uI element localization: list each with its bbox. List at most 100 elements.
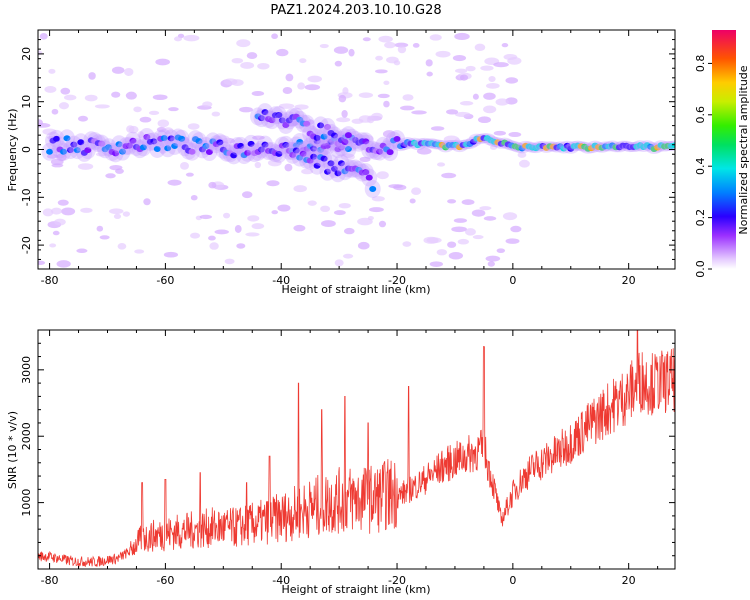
spectrogram-noise-blob (459, 74, 469, 81)
spectrogram-cell (324, 124, 332, 131)
spectrogram-noise-blob (299, 58, 307, 64)
spectrogram-noise-blob (241, 191, 253, 199)
spectrogram-noise-blob (109, 208, 124, 215)
spectrogram-cell (70, 141, 78, 148)
spectrogram-cell (84, 147, 92, 154)
spectrogram-noise-blob (173, 36, 183, 42)
spectrogram-cell (376, 148, 384, 155)
spectrogram-cell (278, 117, 286, 124)
spectrogram-noise-blob (382, 130, 396, 138)
spectrogram-cell (275, 112, 283, 119)
spectrogram-noise-blob (501, 43, 509, 48)
spectrogram-noise-blob (447, 199, 457, 204)
spectrogram-noise-blob (336, 117, 351, 123)
spectrogram-noise-blob (148, 110, 160, 116)
spectrogram-noise-blob (454, 111, 471, 118)
spectrogram-noise-blob (366, 115, 375, 124)
spectrogram-noise-blob (46, 154, 59, 159)
spectrogram-noise-blob (426, 71, 433, 77)
spectrogram-noise-blob (239, 106, 253, 113)
spectrogram-cell (334, 170, 342, 177)
spectrogram-noise-blob (99, 235, 110, 240)
spectrogram-cell (282, 141, 290, 148)
x-tick-label: -80 (41, 574, 59, 587)
spectrogram-noise-blob (117, 243, 127, 250)
spectrogram-noise-blob (111, 66, 125, 74)
spectrogram-cell (112, 150, 120, 157)
spectrogram-cell (330, 132, 338, 139)
spectrogram-noise-blob (338, 203, 351, 209)
spectrogram-noise-blob (376, 171, 389, 180)
spectrogram-cell (303, 120, 311, 127)
spectrogram-noise-blob (63, 94, 77, 101)
spectrogram-noise-blob (334, 60, 342, 67)
spectrogram-noise-blob (95, 152, 107, 157)
spectrogram-panel: -80 -60 -40 -20 0 20 -20 -10 0 10 20 Height of str… (6, 29, 676, 296)
spectrogram-noise-blob (167, 179, 182, 186)
x-tick-label: -20 (388, 574, 406, 587)
spectrogram-noise-blob (309, 125, 316, 131)
spectrogram-noise-blob (436, 162, 446, 167)
spectrogram-noise-blob (416, 147, 432, 155)
spectrogram-noise-blob (257, 62, 270, 70)
snr-ticks: -80 -60 -40 -20 0 20 1000 2000 3000 (20, 329, 675, 587)
spectrogram-cell (362, 169, 370, 176)
spectrogram-noise-blob (202, 101, 213, 108)
colorbar-tick-label: 0.2 (694, 209, 707, 227)
spectrogram-noise-blob (267, 159, 282, 167)
spectrogram-noise-blob (505, 238, 520, 244)
spectrogram-noise-blob (254, 161, 262, 169)
spectrogram-noise-blob (304, 84, 321, 91)
spectrogram-noise-blob (446, 109, 459, 115)
spectrogram-noise-blob (487, 261, 495, 267)
spectrogram-noise-blob (163, 127, 174, 134)
spectrogram-noise-blob (39, 33, 48, 40)
spectrogram-noise-blob (234, 224, 242, 233)
spectrogram-noise-blob (266, 180, 280, 187)
spectrogram-noise-blob (80, 207, 93, 213)
spectrogram-cell (178, 135, 186, 142)
spectrogram-noise-blob (461, 199, 475, 206)
spectrogram-noise-blob (453, 218, 468, 223)
spectrogram-cell (362, 138, 370, 145)
spectrogram-cell (247, 140, 255, 147)
spectrogram-noise-blob (109, 165, 123, 171)
spectrogram-noise-blob (128, 125, 139, 134)
spectrogram-noise-blob (96, 225, 104, 232)
spectrogram-noise-blob (48, 68, 56, 74)
spectrogram-noise-blob (334, 259, 344, 267)
spectrogram-cell (282, 121, 290, 128)
spectrogram-noise-blob (341, 109, 348, 118)
y-tick-label: 20 (20, 47, 33, 61)
spectrogram-noise-blob (342, 87, 349, 95)
spectrogram-cell (268, 117, 276, 124)
spectrogram-noise-blob (94, 104, 110, 109)
spectrogram-noise-blob (52, 230, 60, 236)
spectrogram-cell (188, 148, 196, 155)
spectrogram-noise-blob (493, 62, 509, 68)
spectrogram-noise-blob (105, 173, 116, 179)
spectrogram-noise-blob (251, 223, 265, 230)
spectrogram-noise-blob (152, 94, 168, 101)
spectrogram-noise-blob (42, 208, 54, 217)
spectrogram-noise-blob (51, 108, 59, 115)
spectrogram-noise-blob (245, 232, 260, 237)
spectrogram-noise-blob (285, 73, 294, 82)
x-tick-label: -40 (272, 274, 290, 287)
spectrogram-cell (195, 138, 203, 145)
spectrogram-noise-blob (436, 249, 448, 256)
spectrogram-cell (202, 143, 210, 150)
spectrogram-noise-blob (155, 58, 171, 66)
spectrogram-noise-blob (412, 43, 420, 48)
spectrogram-heatmap (38, 32, 675, 268)
spectrogram-cell (365, 174, 373, 181)
spectrogram-cell (244, 149, 252, 156)
spectrogram-noise-blob (479, 206, 492, 211)
spectrogram-noise-blob (429, 34, 442, 41)
spectrogram-noise-blob (508, 131, 522, 138)
spectrogram-noise-blob (443, 135, 460, 144)
spectrogram-noise-blob (519, 159, 530, 168)
spectrogram-cell (73, 147, 81, 154)
x-tick-label: 0 (509, 274, 516, 287)
y-tick-label: -20 (20, 236, 33, 254)
